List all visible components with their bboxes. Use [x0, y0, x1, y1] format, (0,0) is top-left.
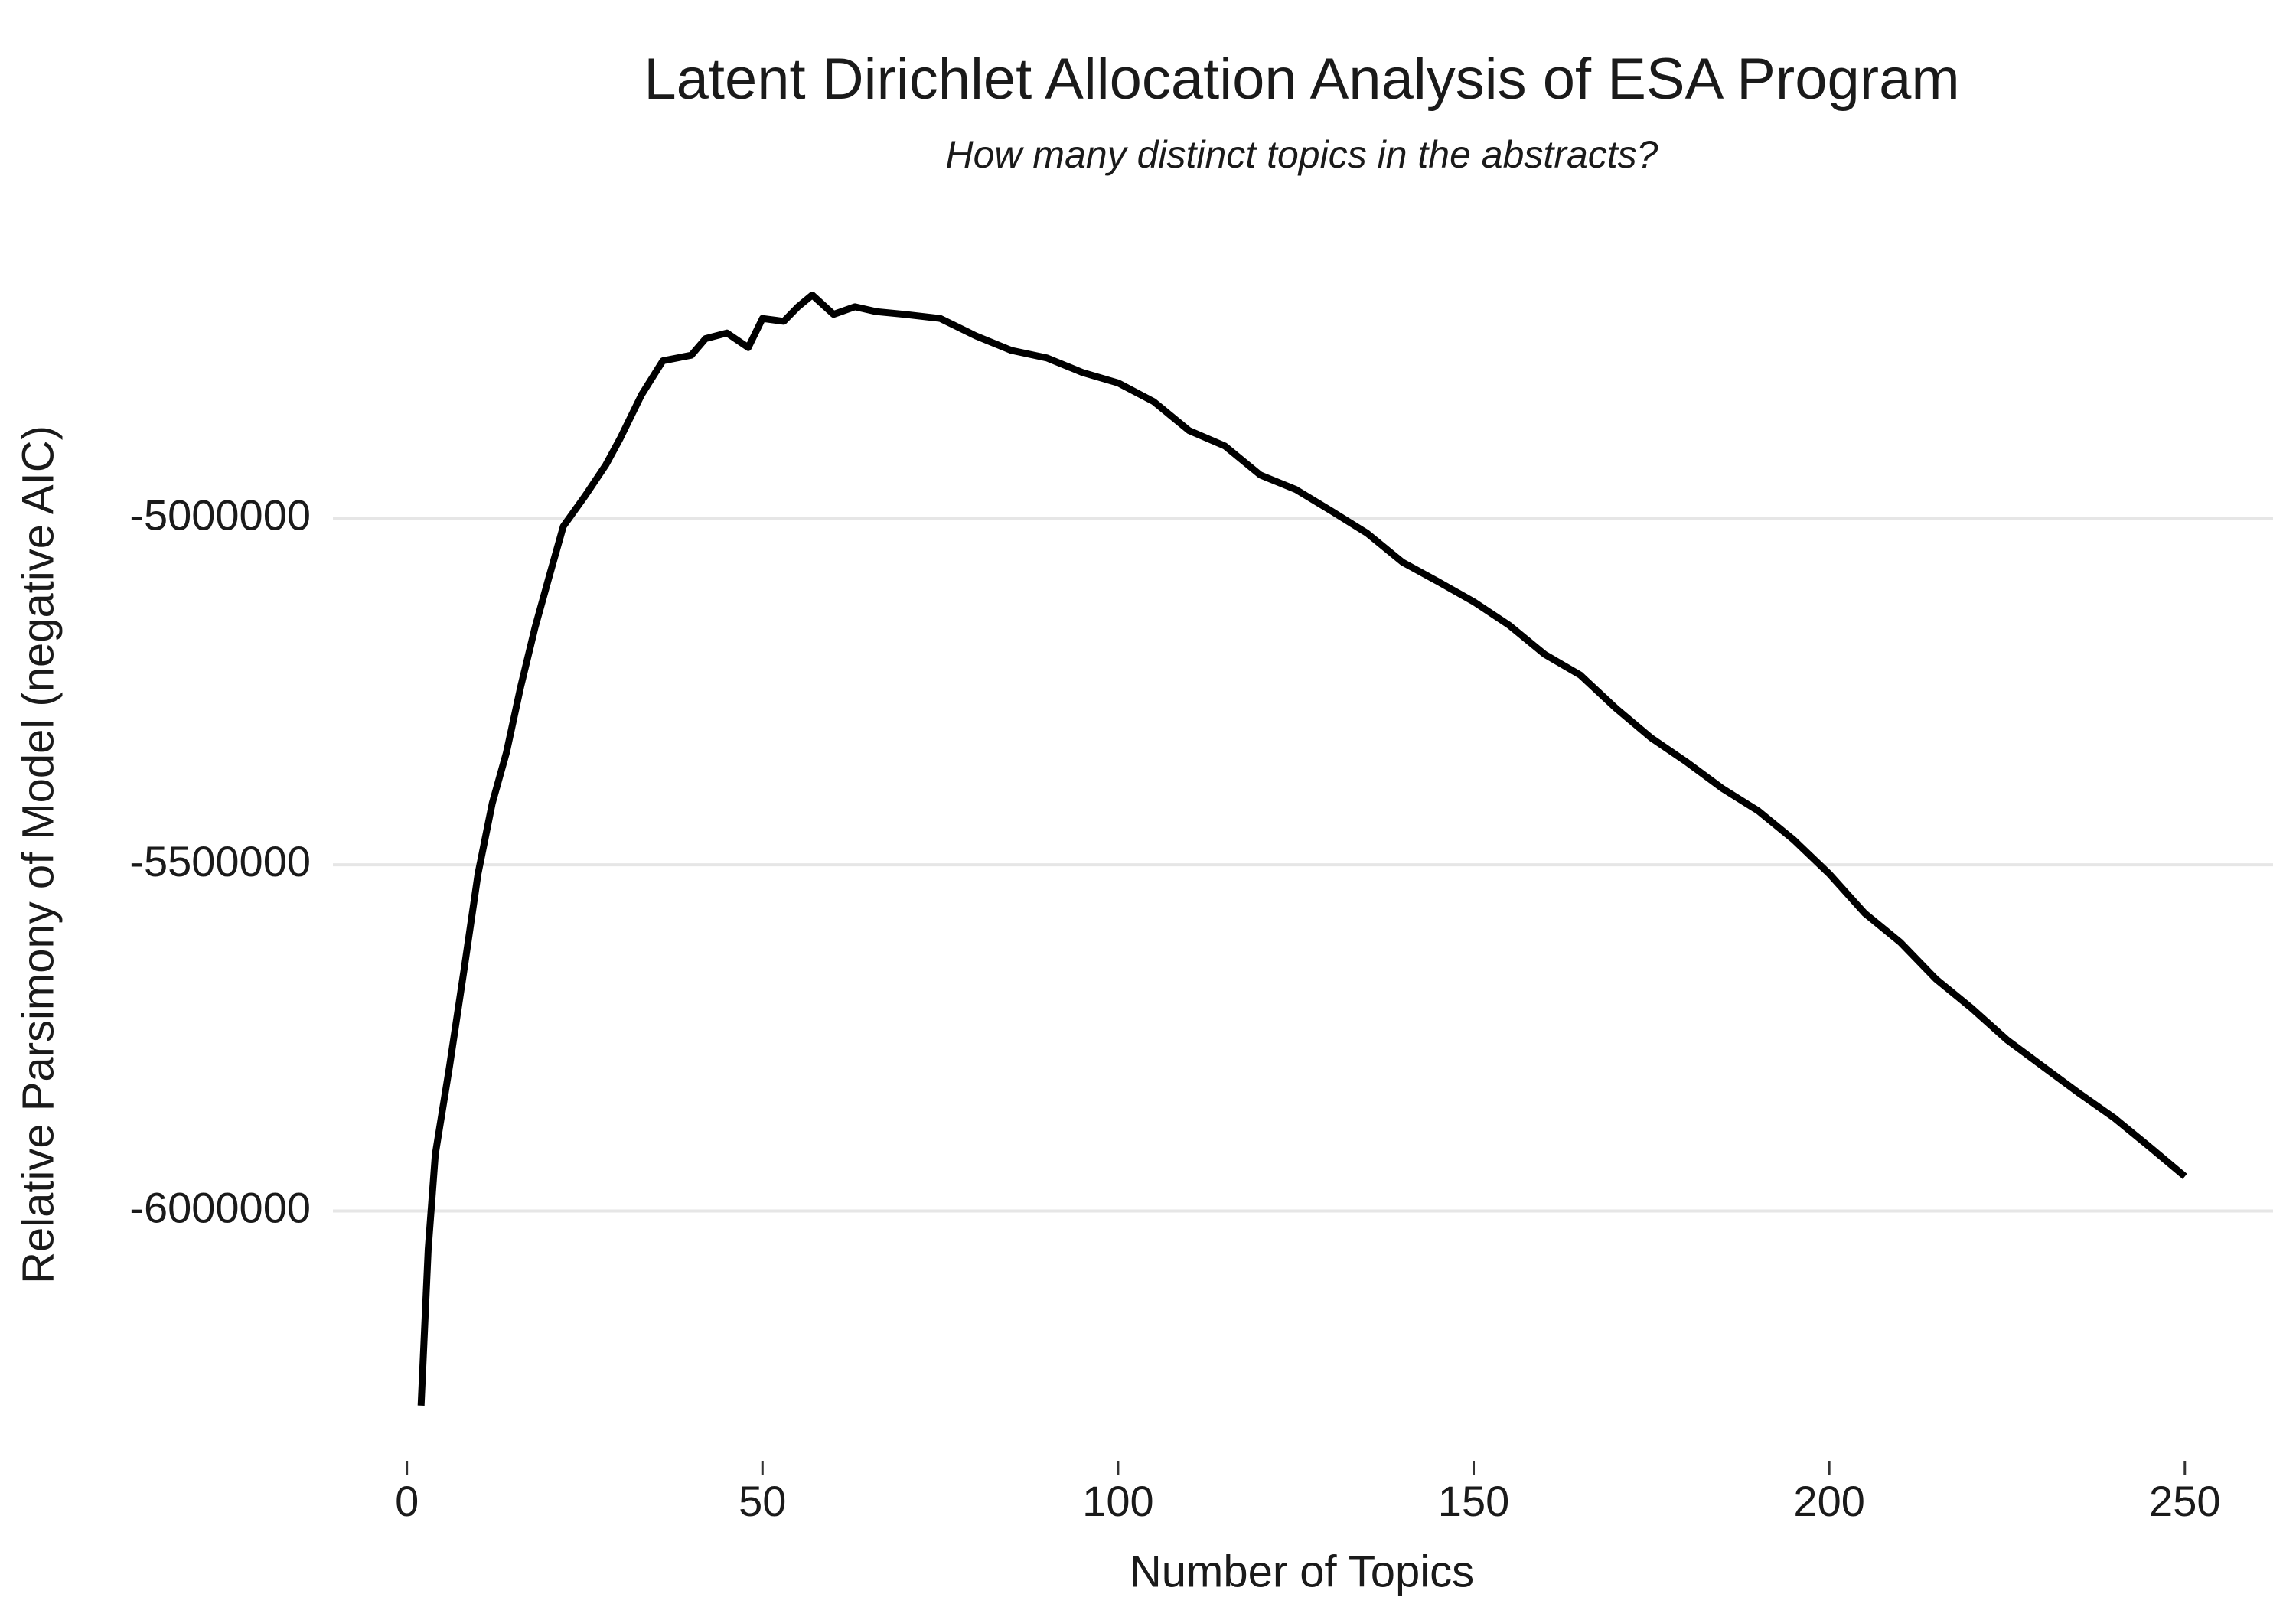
chart-title: Latent Dirichlet Allocation Analysis of … [644, 47, 1959, 112]
x-tick-label: 50 [739, 1477, 786, 1525]
y-axis-title: Relative Parsimony of Model (negative AI… [13, 425, 63, 1284]
x-axis-title: Number of Topics [1130, 1547, 1474, 1596]
y-tick-label: -5500000 [129, 837, 311, 885]
x-tick-label: 200 [1793, 1477, 1864, 1525]
data-line [417, 292, 2187, 1407]
y-tick-label: -6000000 [129, 1183, 311, 1231]
x-tick-label: 0 [395, 1477, 419, 1525]
y-tick-label: -5000000 [129, 491, 311, 539]
x-tick-label: 100 [1082, 1477, 1153, 1525]
chart-subtitle: How many distinct topics in the abstract… [946, 133, 1658, 176]
x-tick-label: 250 [2149, 1477, 2220, 1525]
x-tick-label: 150 [1438, 1477, 1509, 1525]
